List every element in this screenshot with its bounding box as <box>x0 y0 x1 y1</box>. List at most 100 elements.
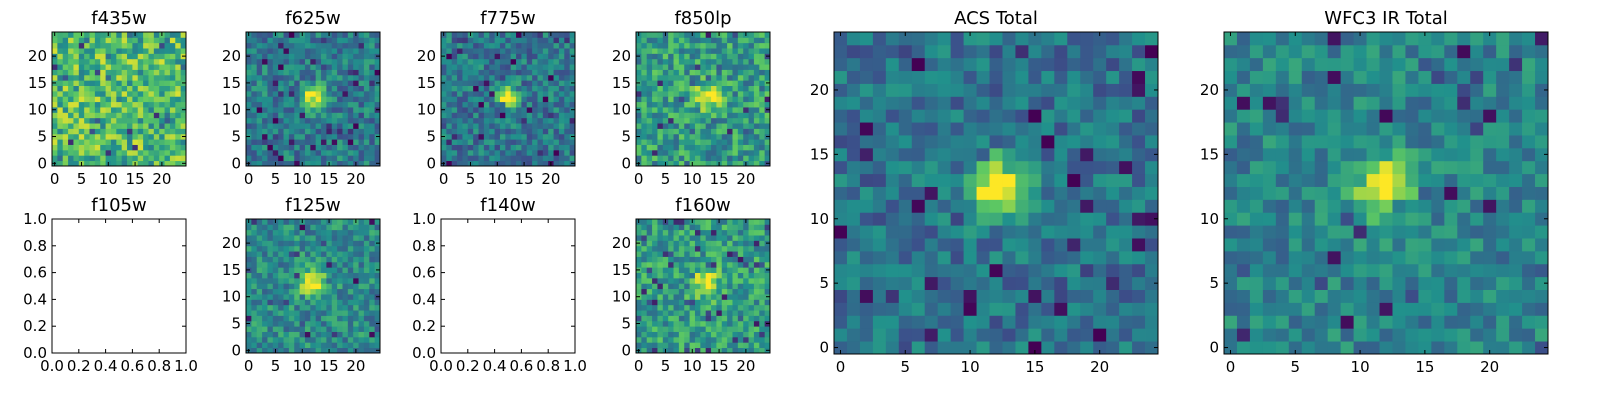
heatmap-cell <box>315 160 322 167</box>
heatmap-cell <box>1353 263 1367 278</box>
heatmap-cell <box>278 101 284 108</box>
heatmap-cell <box>753 294 760 300</box>
heatmap-cell <box>326 37 333 44</box>
heatmap-cell <box>353 261 359 268</box>
heatmap-cell <box>1405 263 1419 278</box>
heatmap-cell <box>1249 212 1264 226</box>
heatmap-cell <box>516 117 522 124</box>
x-tick-label: 10 <box>293 170 312 188</box>
heatmap-cell <box>834 263 848 278</box>
heatmap-cell <box>652 331 658 338</box>
heatmap-cell <box>542 90 549 97</box>
heatmap-cell <box>1496 225 1510 239</box>
heatmap-cell <box>700 155 707 162</box>
x-tick-label: 0 <box>244 357 254 375</box>
heatmap-cell <box>68 53 74 60</box>
heatmap-cell <box>937 289 952 303</box>
heatmap-cell <box>1093 57 1107 72</box>
heatmap-cell <box>105 64 112 70</box>
heatmap-cell <box>569 58 576 65</box>
heatmap-cell <box>558 64 565 70</box>
heatmap-cell <box>1366 302 1380 316</box>
heatmap-cell <box>694 261 701 268</box>
heatmap-cell <box>510 69 517 76</box>
heatmap-cell <box>1119 328 1133 342</box>
heatmap-cell <box>537 69 544 76</box>
heatmap-cell <box>553 144 560 151</box>
heatmap-cell <box>267 256 274 263</box>
heatmap-cell <box>721 101 728 108</box>
heatmap-cell <box>673 69 680 76</box>
heatmap-cell <box>68 96 74 103</box>
heatmap-cell <box>1457 199 1471 213</box>
heatmap-cell <box>668 240 674 247</box>
heatmap-cell <box>337 299 343 306</box>
heatmap-cell <box>548 149 554 156</box>
heatmap-cell <box>1002 328 1016 342</box>
heatmap-cell <box>1405 302 1419 316</box>
heatmap-cell <box>537 48 544 54</box>
heatmap-cell <box>175 96 182 103</box>
heatmap-cell <box>737 160 744 167</box>
heatmap-cell <box>668 310 674 316</box>
heatmap-cell <box>759 320 766 327</box>
heatmap-cell <box>989 225 1003 239</box>
heatmap-cell <box>700 128 707 135</box>
heatmap-cell <box>673 117 680 124</box>
heatmap-cell <box>668 235 674 241</box>
heatmap-cell <box>553 155 560 162</box>
heatmap-cell <box>278 74 284 81</box>
heatmap-cell <box>1522 302 1536 316</box>
heatmap-cell <box>668 267 674 273</box>
heatmap-cell <box>499 128 506 135</box>
heatmap-cell <box>52 37 58 44</box>
heatmap-cell <box>353 96 359 103</box>
heatmap-cell <box>694 85 701 92</box>
heatmap-cell <box>148 128 155 135</box>
heatmap-cell <box>721 42 728 49</box>
heatmap-cell <box>646 277 653 284</box>
heatmap-cell <box>646 74 653 81</box>
heatmap-cell <box>89 107 96 113</box>
heatmap-cell <box>641 101 648 108</box>
heatmap-cell <box>1093 96 1107 110</box>
heatmap-cell <box>553 90 560 97</box>
heatmap-cell <box>499 107 506 113</box>
heatmap-cell <box>689 304 696 311</box>
heatmap-cell <box>727 294 733 300</box>
heatmap-cell <box>374 304 381 311</box>
heatmap-cell <box>1145 328 1159 342</box>
heatmap-cell <box>885 160 900 175</box>
heatmap-cell <box>911 212 926 226</box>
heatmap-cell <box>764 42 771 49</box>
heatmap-cell <box>283 133 290 140</box>
heatmap-cell <box>1132 250 1146 265</box>
heatmap-cell <box>743 310 749 316</box>
heatmap-cell <box>180 155 187 162</box>
heatmap-cell <box>950 289 964 303</box>
heatmap-cell <box>374 310 381 316</box>
heatmap-cell <box>1379 225 1393 239</box>
heatmap-cell <box>678 251 685 257</box>
heatmap-cell <box>467 53 474 60</box>
heatmap-cell <box>678 117 685 124</box>
heatmap-cell <box>1145 173 1159 187</box>
heatmap-cell <box>489 80 495 86</box>
heatmap-cell <box>288 123 295 129</box>
heatmap-cell <box>700 256 707 263</box>
heatmap-cell <box>342 240 349 247</box>
heatmap-cell <box>652 80 658 86</box>
heatmap-cell <box>636 69 642 76</box>
heatmap-cell <box>451 107 458 113</box>
heatmap-cell <box>326 261 333 268</box>
heatmap-cell <box>84 42 90 49</box>
heatmap-cell <box>646 139 653 145</box>
heatmap-cell <box>711 283 717 290</box>
heatmap-cell <box>657 240 664 247</box>
heatmap-cell <box>553 133 560 140</box>
heatmap-cell <box>294 74 300 81</box>
heatmap-cell <box>911 302 926 316</box>
heatmap-cell <box>499 133 506 140</box>
heatmap-cell <box>1054 147 1068 162</box>
heatmap-cell <box>310 304 317 311</box>
